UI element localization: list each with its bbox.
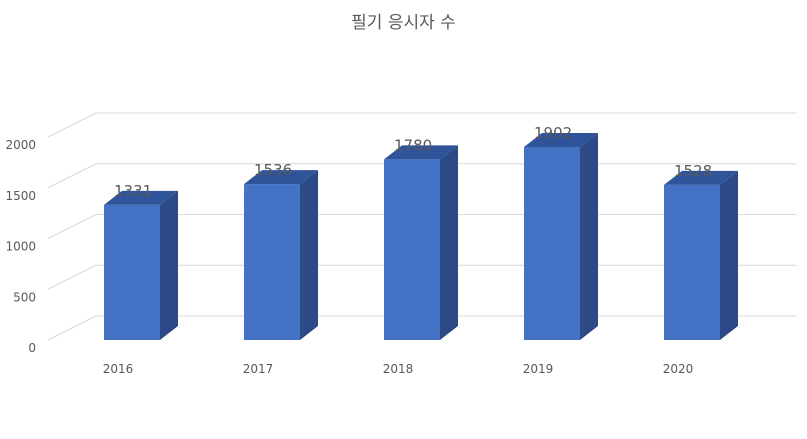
data-label: 1536 bbox=[254, 161, 292, 179]
bar-top bbox=[524, 132, 598, 147]
gridline-diagonal bbox=[47, 112, 97, 138]
bar-top bbox=[104, 190, 178, 205]
bar-side bbox=[580, 132, 598, 340]
gridline-diagonal bbox=[47, 315, 97, 341]
bar bbox=[524, 132, 598, 340]
x-tick-label: 2020 bbox=[663, 362, 694, 376]
chart-title: 필기 응시자 수 bbox=[351, 13, 456, 33]
data-labels: 1331 1536 1780 1902 1528 bbox=[114, 124, 712, 200]
bar-front bbox=[244, 184, 300, 340]
bar-side bbox=[300, 170, 318, 340]
data-label: 1528 bbox=[674, 162, 712, 180]
y-tick-label: 500 bbox=[13, 290, 36, 304]
x-tick-label: 2016 bbox=[103, 362, 134, 376]
data-label: 1902 bbox=[534, 124, 572, 142]
gridline-diagonal bbox=[47, 214, 97, 239]
x-tick-label: 2017 bbox=[243, 362, 274, 376]
y-axis: 0 500 1000 1500 2000 bbox=[5, 138, 36, 355]
bar bbox=[244, 170, 318, 340]
bar-front bbox=[664, 184, 720, 340]
data-label: 1780 bbox=[394, 136, 432, 154]
bar-front bbox=[384, 159, 440, 340]
bar-side bbox=[160, 190, 178, 340]
x-axis: 2016 2017 2018 2019 2020 bbox=[103, 362, 694, 376]
bars bbox=[104, 132, 738, 340]
bar-top bbox=[664, 170, 738, 185]
x-tick-label: 2018 bbox=[383, 362, 414, 376]
bar bbox=[664, 170, 738, 340]
y-tick-label: 1500 bbox=[5, 189, 36, 203]
y-tick-label: 1000 bbox=[5, 240, 36, 254]
bar bbox=[384, 145, 458, 340]
data-label: 1331 bbox=[114, 182, 152, 200]
y-tick-label: 0 bbox=[28, 341, 36, 355]
x-tick-label: 2019 bbox=[523, 362, 554, 376]
bar bbox=[104, 190, 178, 340]
gridline-diagonal bbox=[47, 163, 97, 189]
gridline-diagonal bbox=[47, 264, 97, 290]
bar-front bbox=[524, 146, 580, 340]
bar-side bbox=[440, 145, 458, 340]
bar-top bbox=[384, 145, 458, 160]
y-tick-label: 2000 bbox=[5, 138, 36, 152]
bar-side bbox=[720, 170, 738, 340]
bar-front bbox=[104, 204, 160, 340]
bar-top bbox=[244, 170, 318, 185]
